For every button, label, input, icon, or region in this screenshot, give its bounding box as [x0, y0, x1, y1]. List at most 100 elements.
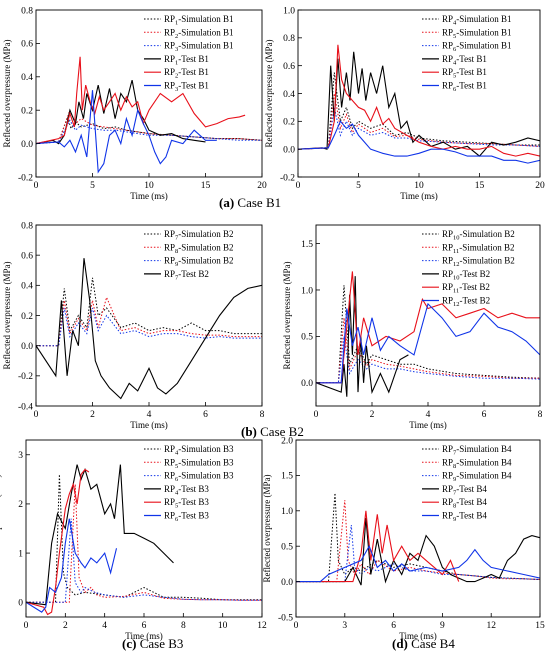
legend-entry: RP8-Test B4 — [442, 497, 487, 510]
y-tick-label: 0.6 — [21, 40, 33, 50]
x-tick-label: 15 — [475, 181, 485, 191]
legend-entry: RP4-Simulation B1 — [442, 14, 512, 27]
x-axis-label: Time (ms) — [400, 191, 437, 201]
series-line-5 — [26, 468, 90, 616]
chart-panel-2: 0 5 10 15 20 -0.2 0.0 0.2 0.4 0.6 0.8 1.0 Time (ms) R… — [264, 6, 545, 201]
x-tick-label: 12 — [486, 621, 496, 631]
y-tick-label: 0.2 — [21, 312, 33, 322]
x-tick-label: 6 — [203, 410, 208, 420]
legend-entry: RP7-Test B4 — [442, 484, 487, 497]
x-tick-label: 12 — [257, 621, 267, 631]
series-line-1 — [36, 115, 262, 145]
y-tick-label: 0.6 — [283, 62, 295, 72]
legend-entry: RP2-Simulation B1 — [164, 27, 234, 40]
legend-entry: RP7-Simulation B2 — [164, 229, 234, 242]
y-tick-label: 0.5 — [281, 543, 293, 553]
x-tick-label: 15 — [535, 621, 545, 631]
legend-entry: RP10-Simulation B2 — [442, 229, 515, 242]
x-tick-label: 8 — [260, 410, 265, 420]
legend-entry: RP5-Simulation B1 — [442, 27, 512, 40]
legend-entry: RP4-Simulation B3 — [164, 444, 234, 457]
y-tick-label: 0 — [18, 599, 23, 609]
x-tick-label: 2 — [63, 621, 68, 631]
legend-entry: RP7-Simulation B4 — [442, 444, 512, 457]
x-tick-label: 20 — [257, 181, 267, 191]
y-axis-label: Reflected overpressure (MPa) — [0, 475, 2, 583]
x-axis-label: Time (ms) — [399, 631, 436, 641]
y-axis-label: Reflected overpressure (MPa) — [262, 475, 272, 583]
series-line-3 — [36, 307, 262, 347]
chart-panel-4: 0 2 4 6 8 0.0 0.5 1.0 1.5 Time (ms) Reflected over… — [282, 224, 543, 430]
series-line-3 — [316, 336, 540, 384]
x-tick-label: 0 — [296, 181, 301, 191]
legend-entry: RP8-Simulation B2 — [164, 242, 234, 255]
y-tick-label: 0.8 — [21, 6, 33, 16]
x-tick-label: 0 — [24, 621, 29, 631]
x-tick-label: 4 — [102, 621, 107, 631]
legend-entry: RP1-Test B1 — [164, 54, 209, 67]
x-axis-label: Time (ms) — [130, 191, 167, 201]
y-tick-label: 0.5 — [301, 333, 313, 343]
legend-entry: RP6-Simulation B3 — [164, 471, 234, 484]
plot-area — [26, 464, 262, 616]
legend-entry: RP5-Test B3 — [164, 497, 209, 510]
x-tick-label: 9 — [440, 621, 445, 631]
series-line-2 — [298, 93, 540, 150]
y-tick-label: 0.0 — [301, 379, 313, 389]
legend-entry: RP3-Simulation B1 — [164, 41, 234, 54]
y-tick-label: 1.0 — [301, 286, 313, 296]
series-line-4 — [316, 276, 409, 397]
series-line-6 — [316, 302, 540, 384]
plot-area — [316, 271, 540, 397]
y-tick-label: -0.2 — [280, 173, 295, 183]
x-tick-label: 2 — [370, 410, 375, 420]
x-axis-label: Time (ms) — [125, 631, 162, 641]
x-tick-label: 0 — [34, 410, 39, 420]
legend-entry: RP9-Simulation B2 — [164, 256, 234, 269]
y-tick-label: 1 — [18, 549, 23, 559]
y-tick-label: 0.2 — [21, 107, 33, 117]
y-tick-label: 3 — [18, 451, 23, 461]
series-line-6 — [296, 544, 540, 583]
legend-entry: RP9-Simulation B4 — [442, 471, 512, 484]
x-tick-label: 3 — [342, 621, 347, 631]
x-tick-label: 6 — [142, 621, 147, 631]
y-axis-label: Reflected overpressure (MPa) — [282, 262, 292, 370]
y-tick-label: 1.0 — [281, 507, 293, 517]
series-line-3 — [26, 518, 262, 603]
x-axis-label: Time (ms) — [130, 420, 167, 430]
series-line-5 — [298, 44, 540, 157]
y-tick-label: 1.5 — [281, 472, 293, 482]
legend-entry: RP7-Test B2 — [164, 269, 209, 282]
x-tick-label: 10 — [144, 181, 154, 191]
y-axis-label: Reflected overpressure (MPa) — [2, 40, 12, 148]
x-tick-label: 20 — [535, 181, 545, 191]
x-axis-label: Time (ms) — [409, 420, 446, 430]
caption-a: (a) Case B1 — [219, 195, 282, 210]
x-tick-label: 10 — [218, 621, 228, 631]
legend-entry: RP8-Simulation B4 — [442, 457, 512, 470]
plot-area — [298, 44, 540, 164]
chart-panel-3: 0 2 4 6 8 -0.4 -0.2 0.0 0.2 0.4 0.6 0.8 Time (ms) Ref… — [2, 221, 265, 430]
y-tick-label: 0.0 — [281, 578, 293, 588]
series-line-1 — [36, 277, 262, 347]
x-tick-label: 4 — [147, 410, 152, 420]
y-tick-label: 0.8 — [283, 34, 295, 44]
x-tick-label: 0 — [34, 181, 39, 191]
legend-entry: RP3-Test B1 — [164, 81, 209, 94]
x-tick-label: 8 — [181, 621, 186, 631]
legend-entry: RP6-Test B3 — [164, 511, 209, 524]
legend-entry: RP10-Test B2 — [442, 269, 490, 282]
y-tick-label: -0.5 — [278, 613, 293, 623]
series-line-6 — [36, 90, 217, 174]
x-tick-label: 8 — [538, 410, 543, 420]
caption-b: (b) Case B2 — [241, 424, 304, 439]
y-axis-label: Reflected overpressure (MPa) — [2, 262, 12, 370]
series-line-4 — [36, 258, 262, 400]
legend-entry: RP5-Simulation B3 — [164, 457, 234, 470]
series-line-2 — [26, 484, 262, 603]
x-tick-label: 0 — [314, 410, 319, 420]
legend-entry: RP11-Simulation B2 — [442, 242, 515, 255]
